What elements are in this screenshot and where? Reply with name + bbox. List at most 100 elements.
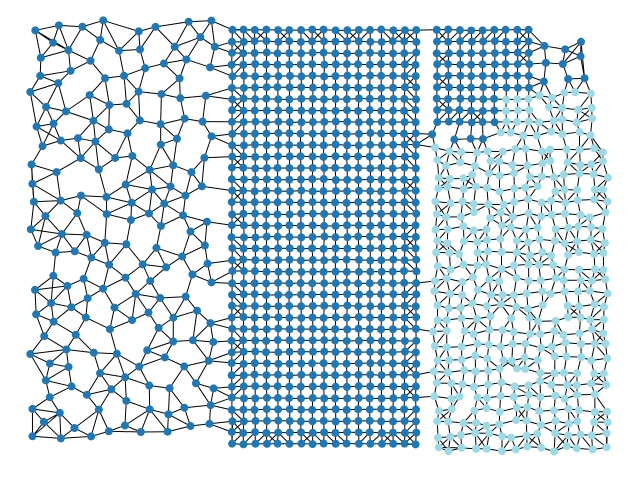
node [228,439,237,448]
node [342,83,351,92]
node [274,290,283,299]
node [509,169,518,178]
node [469,200,478,209]
node [250,187,259,196]
node [471,182,480,191]
edge [125,184,153,191]
node [484,366,493,375]
edge [58,25,69,51]
node [455,26,464,35]
node [458,278,467,287]
node [104,125,113,134]
edge [181,231,191,257]
node [400,49,409,58]
node [296,336,305,345]
node [308,163,317,172]
node [365,313,374,322]
node [533,223,542,232]
node [308,118,317,127]
node [239,336,248,345]
node [296,152,305,161]
node [87,253,96,262]
node [601,275,610,284]
node [28,404,37,413]
node [285,325,294,334]
node [202,217,211,226]
node [320,405,329,414]
node [389,186,398,195]
node [285,26,294,35]
node [262,279,271,288]
edge [125,243,144,265]
node [574,248,583,257]
node [590,195,599,204]
node [495,157,504,166]
node [501,48,510,57]
node [262,232,271,241]
node [239,405,248,414]
node [331,279,340,288]
node [389,60,398,69]
node [468,170,477,179]
node [508,339,517,348]
node [181,191,190,200]
node [104,427,113,436]
node [320,336,329,345]
node [342,198,351,207]
edge [168,413,191,427]
node [273,382,282,391]
node [389,290,398,299]
node [456,431,465,440]
node [320,164,329,173]
node [343,290,352,299]
node [354,359,363,368]
node [285,439,294,448]
node [389,26,398,35]
node [366,370,375,379]
node [227,428,236,437]
node [400,72,409,81]
node [285,405,294,414]
node [343,26,352,35]
node [181,292,190,301]
node [400,244,409,253]
node [165,384,174,393]
node [537,343,546,352]
node [412,37,421,46]
node [239,209,248,218]
node [354,152,363,161]
node [433,72,442,81]
node [486,213,495,222]
node [573,417,582,426]
node [389,313,398,322]
node [169,313,178,322]
node [285,221,294,230]
node [40,332,49,341]
node [513,106,522,115]
edge [95,141,116,159]
node [297,106,306,115]
node [354,428,363,437]
node [467,37,476,46]
node [54,79,63,88]
node [262,25,271,34]
node [400,60,409,69]
node [343,221,352,230]
node [285,83,294,92]
node [320,347,329,356]
node [64,362,73,371]
node [431,143,440,152]
node [468,299,477,308]
node [250,405,259,414]
node [546,156,555,165]
node [99,16,108,25]
node [411,405,420,414]
node [56,196,65,205]
node [135,116,144,125]
node [342,370,351,379]
node [400,187,409,196]
node [115,46,124,55]
node [354,348,363,357]
node [331,186,340,195]
node [412,26,421,35]
